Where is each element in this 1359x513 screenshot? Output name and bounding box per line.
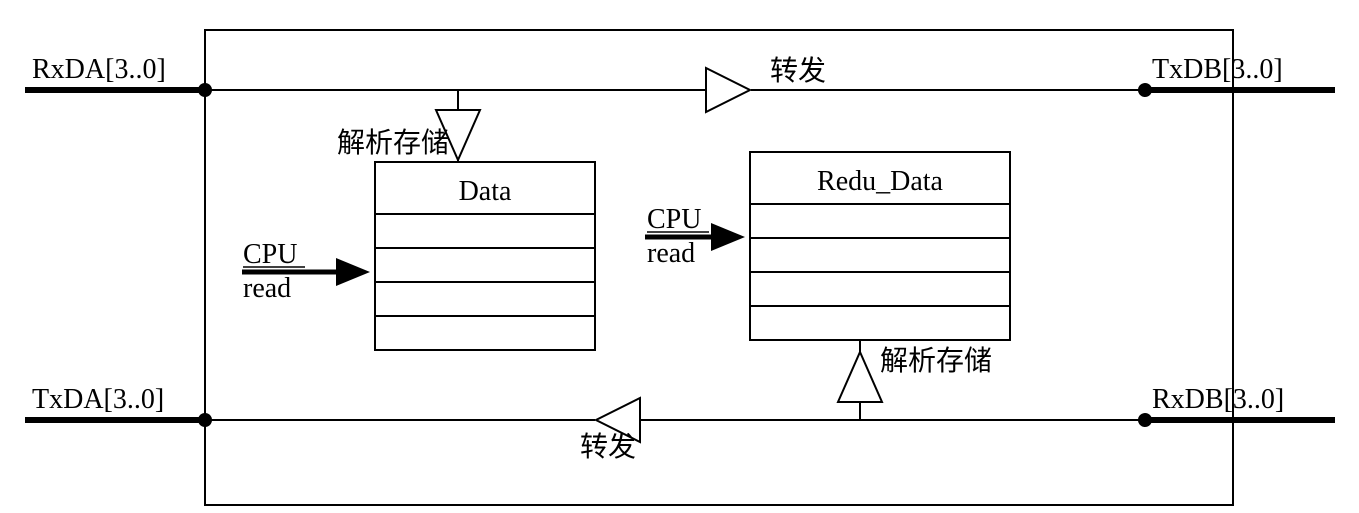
label-txda: TxDA[3..0] (32, 384, 164, 415)
label-forward-top: 转发 (770, 55, 826, 87)
cpu-arrow-right-head (711, 223, 745, 251)
label-forward-bottom: 转发 (580, 431, 636, 463)
label-cpu-left-1: CPU (243, 239, 297, 270)
node-bottom-left (198, 413, 212, 427)
label-rxdb: RxDB[3..0] (1152, 384, 1284, 415)
label-cpu-left-2: read (243, 273, 291, 304)
label-cpu-right-2: read (647, 238, 695, 269)
buffer-mask (705, 67, 751, 113)
buffer-triangle (838, 352, 882, 402)
node-top-right (1138, 83, 1152, 97)
data-table-title: Data (459, 176, 512, 207)
redu-table-title: Redu_Data (817, 166, 944, 197)
label-parse-store-top: 解析存储 (337, 127, 449, 159)
node-top-left (198, 83, 212, 97)
cpu-arrow-left-head (336, 258, 370, 286)
node-bottom-right (1138, 413, 1152, 427)
label-rxda: RxDA[3..0] (32, 54, 166, 85)
label-parse-store-bottom: 解析存储 (880, 345, 992, 377)
label-txdb: TxDB[3..0] (1152, 54, 1283, 85)
label-cpu-right-1: CPU (647, 204, 701, 235)
